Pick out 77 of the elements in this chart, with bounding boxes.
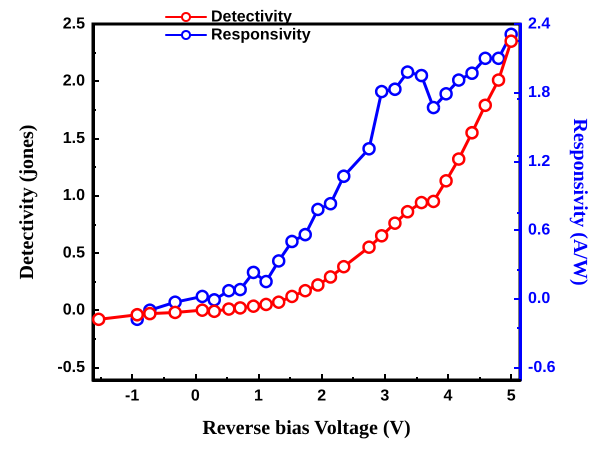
y-tick-label: 2.0	[62, 72, 86, 90]
point	[311, 278, 325, 292]
x-tick-label: 0	[190, 388, 200, 404]
point	[92, 312, 106, 326]
point	[311, 202, 325, 216]
y2-axis-title: Responsivity (A/W)	[569, 118, 591, 286]
point	[272, 254, 286, 268]
y-tick-label: 2.5	[62, 16, 86, 32]
y2-tick-label: 2.4	[528, 16, 550, 32]
point	[478, 98, 492, 112]
y2-tick-label: 0.0	[528, 290, 550, 308]
point	[196, 290, 210, 304]
point	[298, 284, 312, 298]
point	[208, 293, 222, 307]
point	[492, 73, 506, 87]
y2-tick-label: -0.6	[528, 358, 556, 376]
x-tick-label: 2	[317, 388, 326, 404]
y2-tick-label: 1.8	[528, 84, 550, 102]
point	[130, 308, 144, 322]
point	[168, 295, 182, 309]
point	[465, 66, 479, 80]
point	[400, 65, 414, 79]
x-tick-label: -1	[125, 388, 140, 404]
point	[504, 34, 518, 48]
point	[246, 266, 260, 280]
point	[337, 260, 351, 274]
point	[222, 284, 236, 298]
y2-tick-label: 0.6	[528, 222, 550, 239]
point	[298, 228, 312, 242]
point	[233, 282, 247, 296]
y-tick-label: 1.5	[62, 130, 86, 147]
point	[452, 152, 466, 166]
point	[400, 204, 414, 218]
point	[233, 301, 247, 315]
point	[414, 196, 428, 210]
legend-label: Responsivity	[211, 26, 311, 44]
point	[362, 142, 376, 156]
x-tick-label: 3	[380, 388, 390, 404]
x-tick-label: 5	[506, 388, 516, 404]
point	[388, 82, 402, 96]
point	[426, 194, 440, 208]
point	[324, 196, 338, 210]
y2-tick-label: 1.2	[528, 152, 550, 170]
y-tick-label: -0.5	[57, 358, 86, 376]
point	[465, 126, 479, 140]
point	[246, 299, 260, 313]
point	[337, 169, 351, 183]
point	[143, 306, 157, 320]
point	[414, 68, 428, 82]
x-tick-label: 4	[444, 388, 453, 404]
point	[388, 216, 402, 230]
point	[439, 174, 453, 188]
y-tick-label: 0.0	[62, 302, 86, 319]
point	[324, 270, 338, 284]
point	[168, 306, 182, 320]
y-tick-label: 0.5	[62, 244, 86, 262]
point	[285, 234, 299, 248]
point	[374, 84, 388, 98]
point	[222, 302, 236, 316]
point	[492, 52, 506, 66]
x-axis-title: Reverse bias Voltage (V)	[202, 417, 411, 439]
point	[452, 73, 466, 87]
point	[362, 240, 376, 254]
y-axis-title: Detectivity (jones)	[16, 124, 38, 280]
point	[478, 52, 492, 66]
y-tick-label: 1.0	[62, 187, 86, 204]
legend-label: Detectivity	[211, 8, 292, 26]
point	[259, 274, 273, 288]
x-tick-label: 1	[254, 388, 264, 404]
point	[439, 87, 453, 101]
point	[196, 303, 210, 317]
point	[285, 290, 299, 304]
point	[208, 304, 222, 318]
point	[272, 295, 286, 309]
point	[426, 100, 440, 114]
point	[259, 298, 273, 312]
point	[374, 229, 388, 243]
